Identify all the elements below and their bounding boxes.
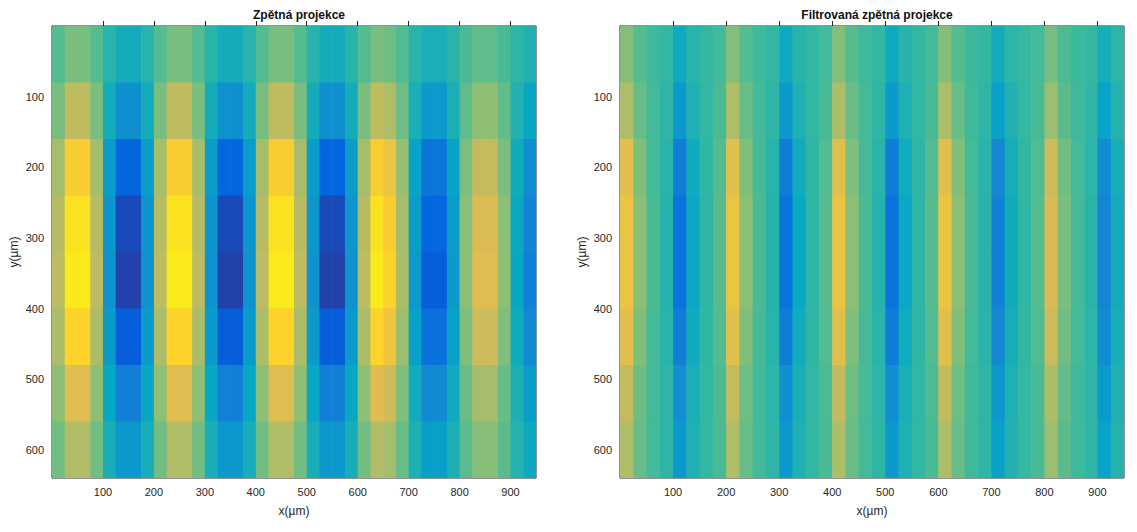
svg-text:400: 400 [823, 486, 841, 498]
svg-text:900: 900 [501, 486, 519, 498]
svg-text:700: 700 [982, 486, 1000, 498]
svg-text:600: 600 [594, 444, 612, 456]
svg-text:y(µm): y(µm) [7, 237, 21, 268]
svg-text:500: 500 [298, 486, 316, 498]
svg-text:100: 100 [594, 91, 612, 103]
svg-text:800: 800 [450, 486, 468, 498]
svg-text:600: 600 [929, 486, 947, 498]
svg-text:400: 400 [247, 486, 265, 498]
svg-text:200: 200 [26, 161, 44, 173]
svg-text:300: 300 [594, 232, 612, 244]
svg-text:600: 600 [349, 486, 367, 498]
svg-text:300: 300 [196, 486, 214, 498]
svg-text:100: 100 [94, 486, 112, 498]
svg-text:500: 500 [26, 373, 44, 385]
svg-text:Filtrovaná zpětná projekce: Filtrovaná zpětná projekce [801, 8, 953, 22]
svg-text:200: 200 [145, 486, 163, 498]
svg-text:500: 500 [876, 486, 894, 498]
svg-text:x(µm): x(µm) [857, 504, 888, 518]
svg-text:100: 100 [664, 486, 682, 498]
svg-text:700: 700 [399, 486, 417, 498]
svg-text:400: 400 [26, 303, 44, 315]
svg-text:600: 600 [26, 444, 44, 456]
svg-text:400: 400 [594, 303, 612, 315]
svg-text:x(µm): x(µm) [279, 504, 310, 518]
svg-text:100: 100 [26, 91, 44, 103]
svg-text:300: 300 [770, 486, 788, 498]
svg-text:Zpětná projekce: Zpětná projekce [253, 8, 345, 22]
svg-text:300: 300 [26, 232, 44, 244]
svg-text:900: 900 [1088, 486, 1106, 498]
svg-text:500: 500 [594, 373, 612, 385]
svg-text:800: 800 [1035, 486, 1053, 498]
svg-text:y(µm): y(µm) [575, 237, 589, 268]
svg-text:200: 200 [594, 161, 612, 173]
svg-text:200: 200 [717, 486, 735, 498]
